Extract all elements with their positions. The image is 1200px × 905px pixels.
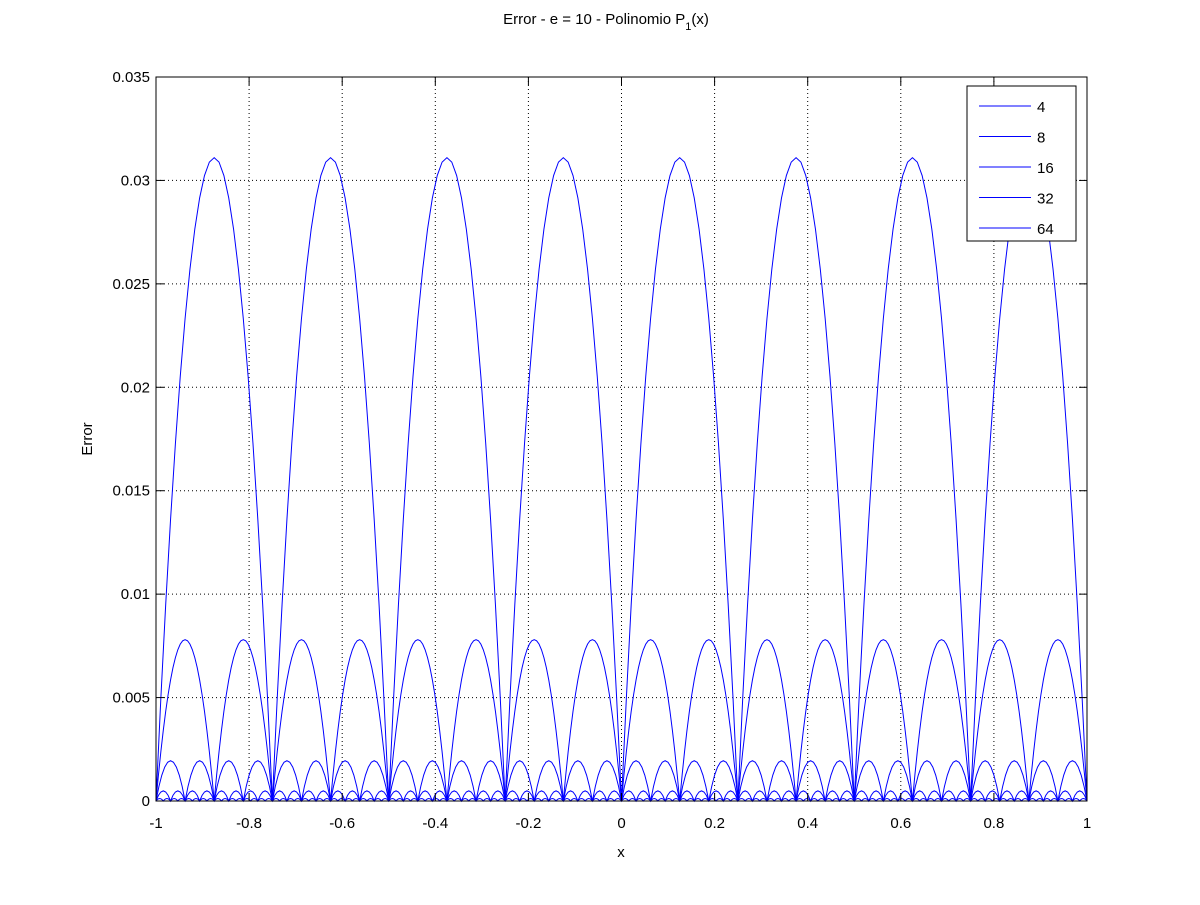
legend-box — [966, 85, 1077, 242]
chart-title-suffix: (x) — [691, 11, 709, 28]
y-tick-label: 0.015 — [112, 483, 150, 500]
legend-entry-64: 64 — [1037, 221, 1054, 238]
y-tick-label: 0.03 — [121, 172, 150, 189]
y-tick-label: 0.035 — [112, 69, 150, 86]
legend-entry-32: 32 — [1037, 191, 1054, 208]
x-tick-label: -0.2 — [515, 815, 541, 832]
legend-entry-4: 4 — [1037, 99, 1045, 116]
legend: 4 8 16 32 64 — [966, 85, 1077, 242]
y-axis-label: Error — [79, 422, 96, 455]
chart-title: Error - e = 10 - Polinomio P1(x) — [503, 11, 709, 33]
chart-title-subscript: 1 — [685, 21, 691, 33]
legend-entry-8: 8 — [1037, 130, 1045, 147]
chart-title-prefix: Error - e = 10 - Polinomio P — [503, 11, 685, 28]
x-tick-label: 0.4 — [797, 815, 818, 832]
x-tick-label: 0.2 — [704, 815, 725, 832]
x-tick-label: -0.6 — [329, 815, 355, 832]
y-tick-label: 0 — [142, 793, 150, 810]
y-tick-label: 0.005 — [112, 690, 150, 707]
axis-ticks: -1 -0.8 -0.6 -0.4 -0.2 0 0.2 0.4 0.6 0.8 1 0 0.005 0.… — [112, 69, 1091, 832]
x-tick-label: -0.4 — [422, 815, 448, 832]
x-axis-label: x — [617, 844, 625, 861]
x-tick-label: 0 — [617, 815, 625, 832]
x-tick-label: 1 — [1083, 815, 1091, 832]
x-tick-label: 0.8 — [983, 815, 1004, 832]
legend-entry-16: 16 — [1037, 160, 1054, 177]
x-tick-label: -0.8 — [236, 815, 262, 832]
y-tick-label: 0.01 — [121, 586, 150, 603]
y-tick-label: 0.025 — [112, 276, 150, 293]
x-tick-label: -1 — [149, 815, 162, 832]
y-tick-label: 0.02 — [121, 379, 150, 396]
x-tick-label: 0.6 — [890, 815, 911, 832]
